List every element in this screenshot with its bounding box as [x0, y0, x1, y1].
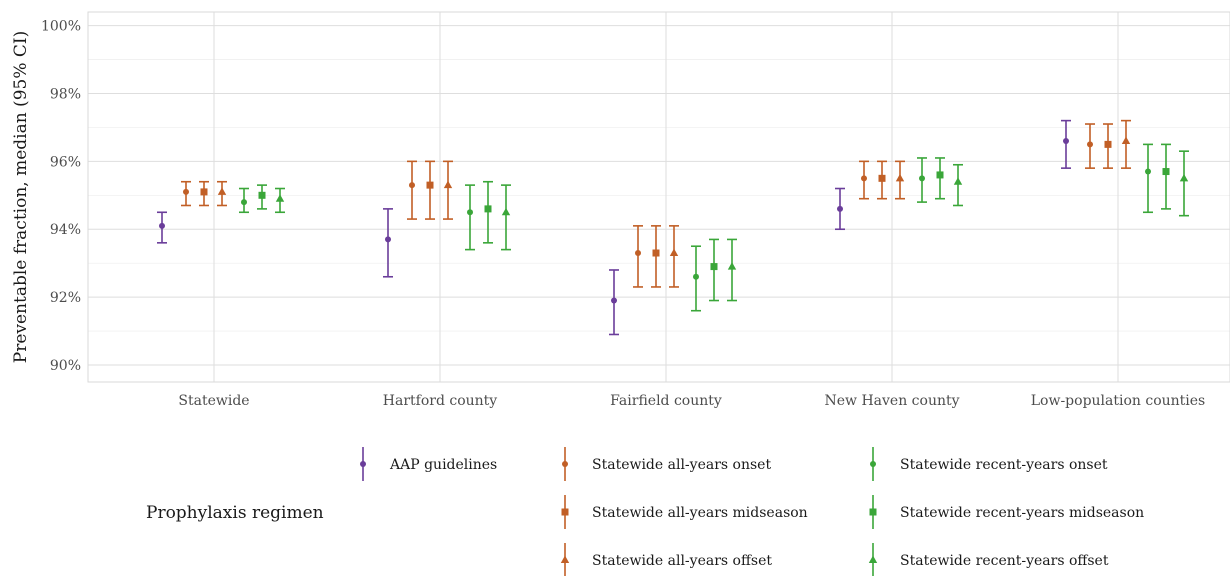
median-point	[443, 180, 453, 189]
median-point	[895, 173, 905, 182]
legend-label: Statewide recent-years offset	[900, 553, 1109, 569]
y-tick-label: 90%	[50, 358, 81, 374]
median-point	[258, 191, 266, 199]
median-point	[467, 209, 473, 216]
legend-label: Statewide recent-years midseason	[900, 505, 1144, 521]
legend-title: Prophylaxis regimen	[146, 503, 324, 523]
legend-key-marker	[560, 555, 570, 563]
legend-item-1: Statewide all-years onset	[562, 447, 771, 481]
legend-item-4: Statewide recent-years onset	[870, 447, 1108, 481]
median-point	[878, 174, 886, 182]
median-point	[1179, 173, 1189, 182]
legend-label: AAP guidelines	[389, 457, 497, 473]
series-6	[275, 150, 1189, 302]
y-axis-title: Preventable fraction, median (95% CI)	[11, 31, 31, 364]
legend-key-marker	[870, 461, 876, 467]
median-point	[200, 188, 208, 196]
median-point	[727, 262, 737, 270]
legend-item-5: Statewide recent-years midseason	[869, 495, 1144, 529]
median-point	[1104, 140, 1112, 148]
median-point	[710, 263, 718, 271]
x-tick-label: New Haven county	[824, 393, 959, 409]
median-point	[953, 177, 963, 185]
grid-layer	[88, 12, 1230, 382]
median-point	[1063, 137, 1069, 144]
legend: Prophylaxis regimen AAP guidelines Statew…	[146, 447, 1144, 576]
median-point	[241, 199, 247, 206]
median-point	[652, 249, 660, 257]
legend-item-6: Statewide recent-years offset	[868, 543, 1109, 576]
median-point	[669, 248, 679, 257]
median-point	[501, 207, 511, 216]
series-layer	[157, 119, 1189, 336]
legend-label: Statewide recent-years onset	[900, 457, 1108, 473]
median-point	[275, 194, 285, 202]
series-3	[217, 119, 1131, 288]
series-1	[181, 123, 1095, 288]
plot-panel-border	[87, 11, 1230, 383]
x-tick-label: Fairfield county	[610, 393, 722, 409]
median-point	[919, 175, 925, 182]
median-point	[693, 273, 699, 280]
median-point	[426, 181, 434, 189]
median-point	[936, 171, 944, 179]
series-5	[257, 143, 1171, 302]
series-0	[157, 119, 1071, 336]
median-point	[1121, 136, 1131, 144]
legend-item-0: AAP guidelines	[360, 447, 497, 481]
legend-key-marker	[561, 508, 569, 516]
legend-key-marker	[869, 508, 877, 516]
median-point	[159, 222, 165, 229]
y-tick-label: 96%	[50, 154, 81, 170]
median-point	[1162, 168, 1170, 176]
legend-label: Statewide all-years offset	[592, 553, 772, 569]
x-tick-label: Statewide	[178, 393, 249, 409]
median-point	[217, 187, 227, 195]
y-tick-label: 98%	[50, 86, 81, 102]
x-tick-label: Low-population counties	[1031, 393, 1206, 409]
x-tick-label: Hartford county	[383, 393, 498, 409]
median-point	[1087, 141, 1093, 148]
series-2	[199, 123, 1113, 288]
axis-layer: 90% 92% 94% 96% 98% 100% Statewide Hartford cou…	[41, 19, 1205, 409]
legend-item-3: Statewide all-years offset	[560, 543, 772, 576]
median-point	[484, 205, 492, 213]
series-4	[239, 143, 1153, 312]
legend-key-marker	[562, 461, 568, 467]
legend-label: Statewide all-years onset	[592, 457, 771, 473]
legend-label: Statewide all-years midseason	[592, 505, 808, 521]
y-tick-label: 100%	[41, 19, 81, 35]
median-point	[1145, 168, 1151, 175]
legend-key-marker	[360, 461, 366, 467]
median-point	[183, 188, 189, 195]
legend-item-2: Statewide all-years midseason	[561, 495, 808, 529]
median-point	[611, 297, 617, 304]
median-point	[635, 250, 641, 257]
y-tick-label: 94%	[50, 222, 81, 238]
median-point	[409, 182, 415, 189]
legend-key-marker	[868, 555, 878, 563]
y-tick-label: 92%	[50, 290, 81, 306]
median-point	[837, 205, 843, 212]
median-point	[861, 175, 867, 182]
median-point	[385, 236, 391, 243]
